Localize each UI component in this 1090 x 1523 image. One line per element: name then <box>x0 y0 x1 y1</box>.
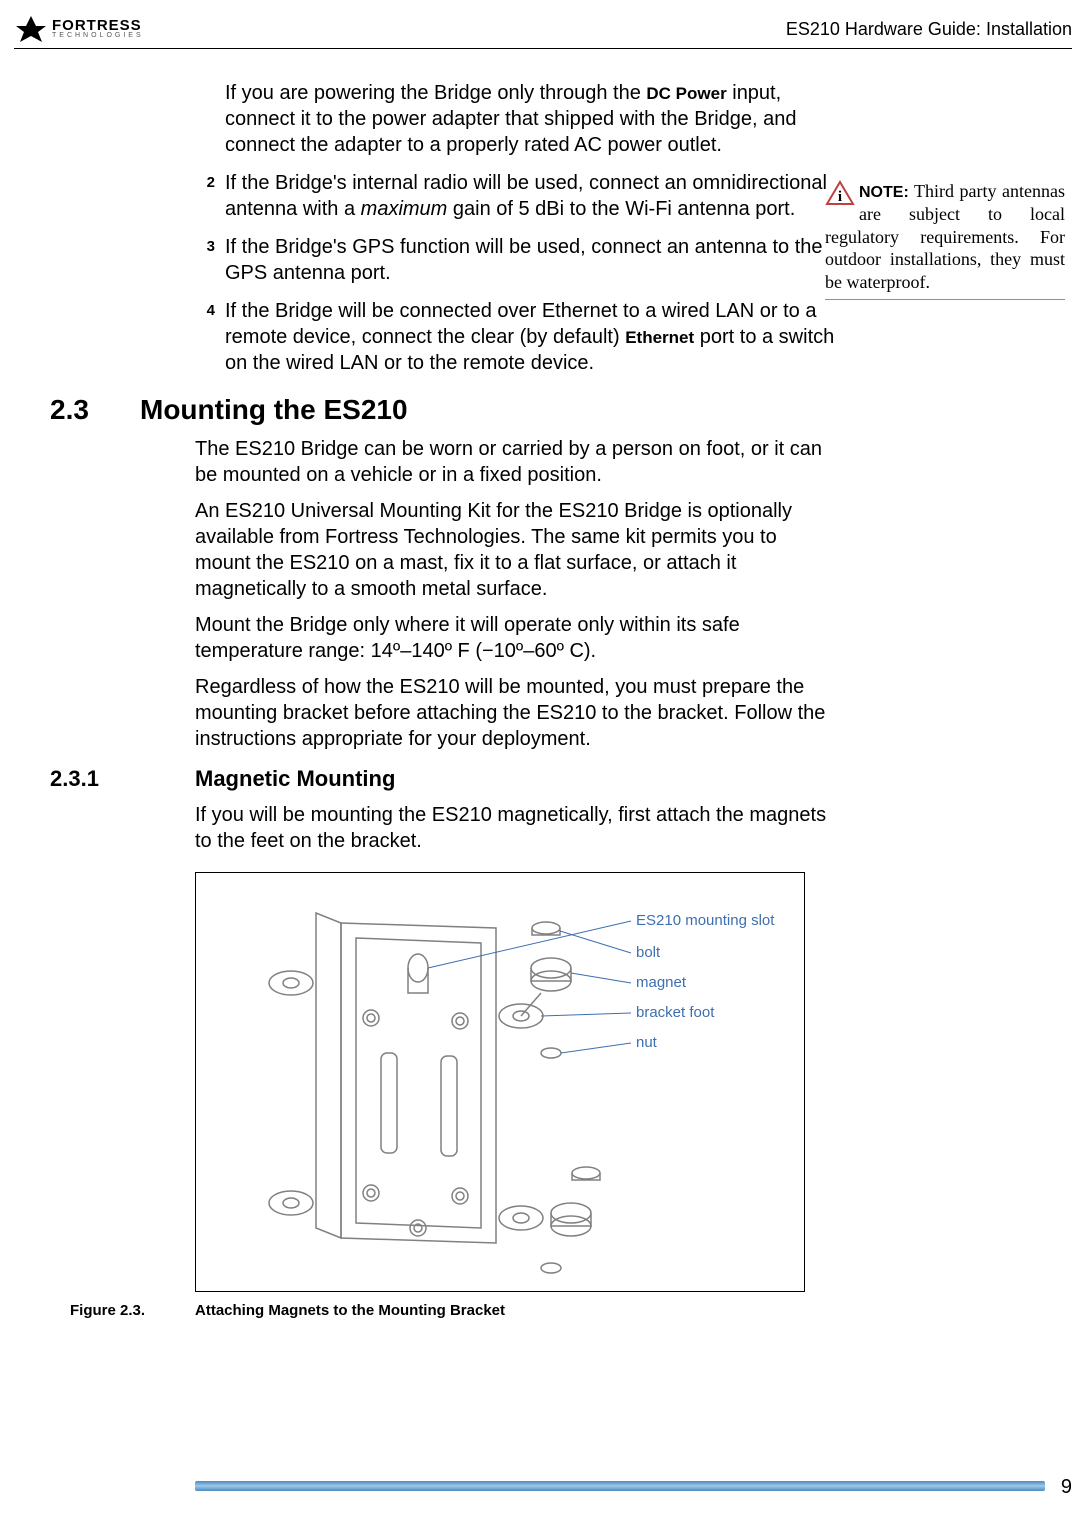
page-number: 9 <box>1061 1476 1072 1499</box>
logo: FORTRESS TECHNOLOGIES <box>14 14 144 44</box>
header-title: ES210 Hardware Guide: Installation <box>786 19 1072 40</box>
callout-magnet: magnet <box>636 974 687 991</box>
note-label: NOTE: <box>859 184 909 201</box>
section-2-3-1-num: 2.3.1 <box>50 766 195 792</box>
callout-slot: ES210 mounting slot <box>636 912 775 929</box>
step-2: 2 If the Bridge's internal radio will be… <box>195 170 835 222</box>
intro-paragraph: If you are powering the Bridge only thro… <box>225 80 835 158</box>
callout-foot: bracket foot <box>636 1004 715 1021</box>
logo-main-text: FORTRESS <box>52 19 144 33</box>
sec23-p1: The ES210 Bridge can be worn or carried … <box>195 436 835 488</box>
logo-icon <box>14 14 48 44</box>
figure-2-3-caption: Figure 2.3. Attaching Magnets to the Mou… <box>50 1302 835 1319</box>
callout-bolt: bolt <box>636 944 661 961</box>
section-2-3-1-head: 2.3.1 Magnetic Mounting <box>50 766 835 792</box>
page-header: FORTRESS TECHNOLOGIES ES210 Hardware Gui… <box>14 14 1072 49</box>
sec23-p3: Mount the Bridge only where it will oper… <box>195 612 835 664</box>
sec231-p1: If you will be mounting the ES210 magnet… <box>195 802 835 854</box>
step-2-num: 2 <box>195 170 225 222</box>
intro-pre: If you are powering the Bridge only thro… <box>225 82 646 104</box>
section-2-3-1-title: Magnetic Mounting <box>195 766 395 792</box>
intro-bold: DC Power <box>646 84 726 103</box>
step-2-post: gain of 5 dBi to the Wi-Fi antenna port. <box>447 198 795 220</box>
section-2-3-title: Mounting the ES210 <box>140 394 408 426</box>
figure-num: Figure 2.3. <box>50 1302 195 1319</box>
step-4-body: If the Bridge will be connected over Eth… <box>225 298 835 376</box>
svg-text:i: i <box>838 189 842 205</box>
section-2-3-head: 2.3 Mounting the ES210 <box>50 394 835 426</box>
sidebar-note: i NOTE: Third party antennas are subject… <box>825 180 1065 300</box>
step-3: 3 If the Bridge's GPS function will be u… <box>195 234 835 286</box>
main-column: If you are powering the Bridge only thro… <box>195 80 835 1319</box>
step-3-num: 3 <box>195 234 225 286</box>
logo-sub-text: TECHNOLOGIES <box>52 33 144 39</box>
figure-caption-text: Attaching Magnets to the Mounting Bracke… <box>195 1302 505 1319</box>
step-3-body: If the Bridge's GPS function will be use… <box>225 234 835 286</box>
footer-bar <box>195 1481 1045 1491</box>
warning-icon: i <box>825 180 855 206</box>
step-4-bold: Ethernet <box>625 328 694 347</box>
step-4: 4 If the Bridge will be connected over E… <box>195 298 835 376</box>
sec23-p4: Regardless of how the ES210 will be moun… <box>195 674 835 752</box>
step-4-num: 4 <box>195 298 225 376</box>
section-2-3-num: 2.3 <box>50 394 140 426</box>
figure-2-3: ES210 mounting slot bolt magnet bracket … <box>195 872 805 1292</box>
page-content: If you are powering the Bridge only thro… <box>50 80 1060 1463</box>
step-2-body: If the Bridge's internal radio will be u… <box>225 170 835 222</box>
step-2-italic: maximum <box>361 198 448 220</box>
callout-nut: nut <box>636 1034 658 1051</box>
sec23-p2: An ES210 Universal Mounting Kit for the … <box>195 498 835 602</box>
